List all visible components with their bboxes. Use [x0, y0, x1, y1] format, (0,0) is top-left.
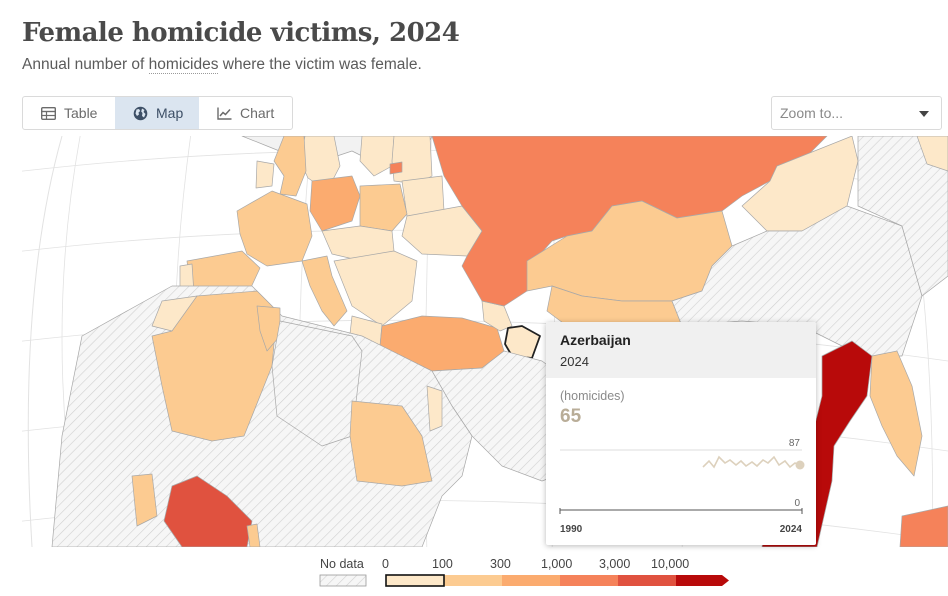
globe-icon — [133, 106, 148, 120]
region-baltics — [391, 136, 433, 185]
region-myanmar — [869, 350, 923, 477]
subtitle-text-end: where the victim was female. — [218, 56, 422, 73]
map-legend: No data 0 100 300 1,000 3,000 10,000 — [318, 555, 738, 591]
tooltip-unit: (homicides) — [560, 389, 625, 403]
table-icon — [41, 106, 56, 120]
region-far-east — [916, 136, 948, 172]
tooltip-header: Azerbaijan 2024 — [546, 322, 816, 378]
tab-table-label: Table — [64, 105, 98, 121]
region-algeria — [151, 290, 278, 442]
tab-map-label: Map — [156, 105, 184, 121]
map-tooltip: Azerbaijan 2024 (homicides) 65 87 0 1990… — [546, 322, 816, 545]
tab-chart-label: Chart — [240, 105, 275, 121]
region-germany — [309, 175, 361, 232]
legend-tick-300: 300 — [490, 557, 511, 571]
spark-max-label: 87 — [789, 438, 801, 449]
legend-bin-over-10000[interactable] — [676, 575, 729, 586]
region-cameroon — [246, 523, 261, 547]
region-tunisia — [256, 305, 281, 352]
region-libya — [271, 320, 363, 447]
spark-min-label: 0 — [794, 498, 800, 509]
legend-bin-0-100[interactable] — [386, 575, 444, 586]
legend-highlight-box — [385, 574, 445, 587]
chevron-down-icon — [919, 111, 929, 117]
zoom-to-select[interactable]: Zoom to... — [771, 96, 942, 130]
region-arctic-no-data — [857, 136, 948, 297]
page-subtitle: Annual number of homicides where the vic… — [22, 56, 422, 74]
legend-tick-3000: 3,000 — [599, 557, 631, 571]
legend-tick-100: 100 — [432, 557, 453, 571]
region-belarus — [401, 175, 445, 217]
line-chart-icon — [217, 107, 232, 120]
spark-start-label: 1990 — [560, 524, 583, 535]
legend-bin-1000-3000[interactable] — [560, 575, 618, 586]
region-azerbaijan[interactable] — [504, 325, 541, 359]
spark-end-label: 2024 — [780, 524, 803, 535]
page-title: Female homicide victims, 2024 — [22, 18, 460, 48]
region-italy — [301, 255, 348, 327]
tab-map[interactable]: Map — [115, 97, 199, 129]
spark-end-point — [795, 460, 805, 470]
region-poland — [359, 183, 408, 232]
region-west-africa — [131, 473, 158, 527]
legend-tick-10000: 10,000 — [651, 557, 690, 571]
spark-line — [702, 455, 801, 469]
tooltip-value: 65 — [560, 406, 582, 427]
tooltip-year: 2024 — [560, 354, 589, 369]
legend-bin-300-1000[interactable] — [502, 575, 560, 586]
tab-table[interactable]: Table — [23, 97, 115, 129]
region-balkans — [333, 250, 418, 327]
legend-tick-0: 0 — [382, 557, 389, 571]
zoom-placeholder: Zoom to... — [780, 105, 844, 121]
legend-bar — [319, 574, 729, 587]
homicides-definition-link[interactable]: homicides — [148, 56, 219, 74]
legend-no-data-swatch — [319, 574, 367, 587]
legend-no-data-label: No data — [320, 557, 364, 571]
globe-edge — [27, 136, 63, 547]
region-egypt — [349, 400, 433, 487]
region-uk — [273, 136, 307, 197]
world-map[interactable] — [22, 136, 948, 547]
region-kaliningrad — [389, 161, 403, 175]
tab-chart[interactable]: Chart — [199, 97, 292, 129]
tooltip-country: Azerbaijan — [560, 332, 631, 348]
legend-bin-100-300[interactable] — [444, 575, 502, 586]
legend-tick-1000: 1,000 — [541, 557, 573, 571]
subtitle-text-start: Annual number of — [22, 56, 149, 73]
region-southeast-asia — [899, 505, 948, 547]
region-levant — [426, 385, 443, 432]
legend-bin-3000-10000[interactable] — [618, 575, 676, 586]
tooltip-sparkline: 87 0 1990 2024 — [559, 438, 805, 535]
region-ireland — [255, 160, 275, 189]
region-finland — [359, 136, 395, 177]
view-tabs: Table Map Chart — [22, 96, 293, 130]
